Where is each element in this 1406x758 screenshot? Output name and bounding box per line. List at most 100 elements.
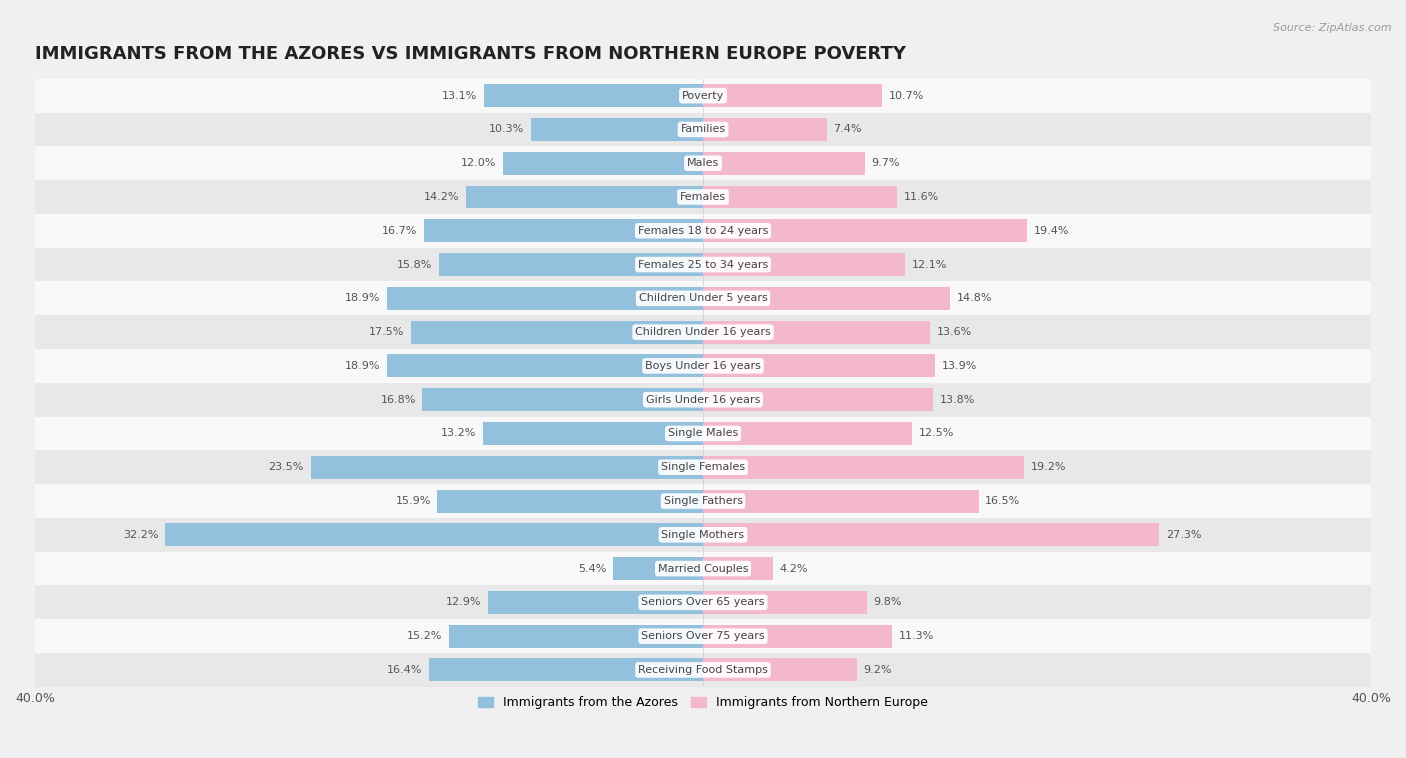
Text: Males: Males (688, 158, 718, 168)
Bar (703, 490, 979, 512)
Text: 15.9%: 15.9% (395, 496, 430, 506)
Text: 12.1%: 12.1% (911, 259, 948, 270)
Bar (35, 214, 1371, 248)
Text: 16.7%: 16.7% (382, 226, 418, 236)
Text: Single Females: Single Females (661, 462, 745, 472)
Bar (439, 253, 703, 276)
Bar (429, 659, 703, 681)
Text: Girls Under 16 years: Girls Under 16 years (645, 395, 761, 405)
Bar (703, 355, 935, 377)
Text: 10.7%: 10.7% (889, 91, 924, 101)
Bar (703, 321, 931, 343)
Bar (35, 383, 1371, 417)
Bar (387, 355, 703, 377)
Bar (425, 219, 703, 243)
Text: 19.4%: 19.4% (1033, 226, 1069, 236)
Text: 10.3%: 10.3% (489, 124, 524, 134)
Text: 12.0%: 12.0% (461, 158, 496, 168)
Text: 11.3%: 11.3% (898, 631, 934, 641)
Bar (35, 180, 1371, 214)
Text: Seniors Over 65 years: Seniors Over 65 years (641, 597, 765, 607)
Text: 13.6%: 13.6% (936, 327, 972, 337)
Text: 13.9%: 13.9% (942, 361, 977, 371)
Text: 18.9%: 18.9% (344, 293, 381, 303)
Bar (35, 248, 1371, 281)
Bar (422, 388, 703, 411)
Text: 13.8%: 13.8% (941, 395, 976, 405)
Text: 15.2%: 15.2% (408, 631, 443, 641)
Bar (484, 84, 703, 107)
Text: Seniors Over 75 years: Seniors Over 75 years (641, 631, 765, 641)
Text: Poverty: Poverty (682, 91, 724, 101)
Text: Source: ZipAtlas.com: Source: ZipAtlas.com (1274, 23, 1392, 33)
Text: 19.2%: 19.2% (1031, 462, 1066, 472)
Text: Families: Families (681, 124, 725, 134)
Bar (35, 349, 1371, 383)
Text: 12.9%: 12.9% (446, 597, 481, 607)
Text: Females 18 to 24 years: Females 18 to 24 years (638, 226, 768, 236)
Text: 11.6%: 11.6% (904, 192, 939, 202)
Text: 12.5%: 12.5% (918, 428, 953, 438)
Text: 13.1%: 13.1% (443, 91, 478, 101)
Bar (35, 315, 1371, 349)
Bar (703, 456, 1024, 479)
Text: 9.7%: 9.7% (872, 158, 900, 168)
Text: Females 25 to 34 years: Females 25 to 34 years (638, 259, 768, 270)
Text: Children Under 16 years: Children Under 16 years (636, 327, 770, 337)
Bar (35, 146, 1371, 180)
Bar (35, 484, 1371, 518)
Text: 16.4%: 16.4% (387, 665, 422, 675)
Text: 18.9%: 18.9% (344, 361, 381, 371)
Bar (703, 523, 1159, 547)
Text: 15.8%: 15.8% (396, 259, 433, 270)
Bar (35, 281, 1371, 315)
Bar (703, 84, 882, 107)
Bar (703, 422, 911, 445)
Text: Single Fathers: Single Fathers (664, 496, 742, 506)
Text: Single Mothers: Single Mothers (661, 530, 745, 540)
Bar (703, 219, 1026, 243)
Bar (465, 186, 703, 208)
Bar (35, 585, 1371, 619)
Bar (531, 118, 703, 141)
Text: Receiving Food Stamps: Receiving Food Stamps (638, 665, 768, 675)
Bar (387, 287, 703, 310)
Bar (703, 557, 773, 580)
Text: 7.4%: 7.4% (834, 124, 862, 134)
Bar (703, 152, 865, 174)
Bar (703, 186, 897, 208)
Text: 16.8%: 16.8% (381, 395, 416, 405)
Text: 17.5%: 17.5% (368, 327, 404, 337)
Bar (502, 152, 703, 174)
Bar (703, 118, 827, 141)
Text: 32.2%: 32.2% (124, 530, 159, 540)
Bar (411, 321, 703, 343)
Text: IMMIGRANTS FROM THE AZORES VS IMMIGRANTS FROM NORTHERN EUROPE POVERTY: IMMIGRANTS FROM THE AZORES VS IMMIGRANTS… (35, 45, 905, 64)
Bar (449, 625, 703, 647)
Text: 5.4%: 5.4% (578, 564, 606, 574)
Bar (35, 79, 1371, 112)
Text: Married Couples: Married Couples (658, 564, 748, 574)
Bar (488, 591, 703, 614)
Bar (703, 591, 866, 614)
Text: 9.8%: 9.8% (873, 597, 901, 607)
Bar (35, 552, 1371, 585)
Bar (703, 253, 905, 276)
Bar (35, 653, 1371, 687)
Bar (482, 422, 703, 445)
Bar (703, 625, 891, 647)
Bar (166, 523, 703, 547)
Text: 13.2%: 13.2% (440, 428, 475, 438)
Text: 14.2%: 14.2% (423, 192, 460, 202)
Text: 27.3%: 27.3% (1166, 530, 1201, 540)
Text: Children Under 5 years: Children Under 5 years (638, 293, 768, 303)
Bar (703, 659, 856, 681)
Bar (35, 417, 1371, 450)
Text: 16.5%: 16.5% (986, 496, 1021, 506)
Text: Boys Under 16 years: Boys Under 16 years (645, 361, 761, 371)
Bar (311, 456, 703, 479)
Bar (35, 112, 1371, 146)
Bar (35, 518, 1371, 552)
Legend: Immigrants from the Azores, Immigrants from Northern Europe: Immigrants from the Azores, Immigrants f… (474, 691, 932, 714)
Text: Females: Females (681, 192, 725, 202)
